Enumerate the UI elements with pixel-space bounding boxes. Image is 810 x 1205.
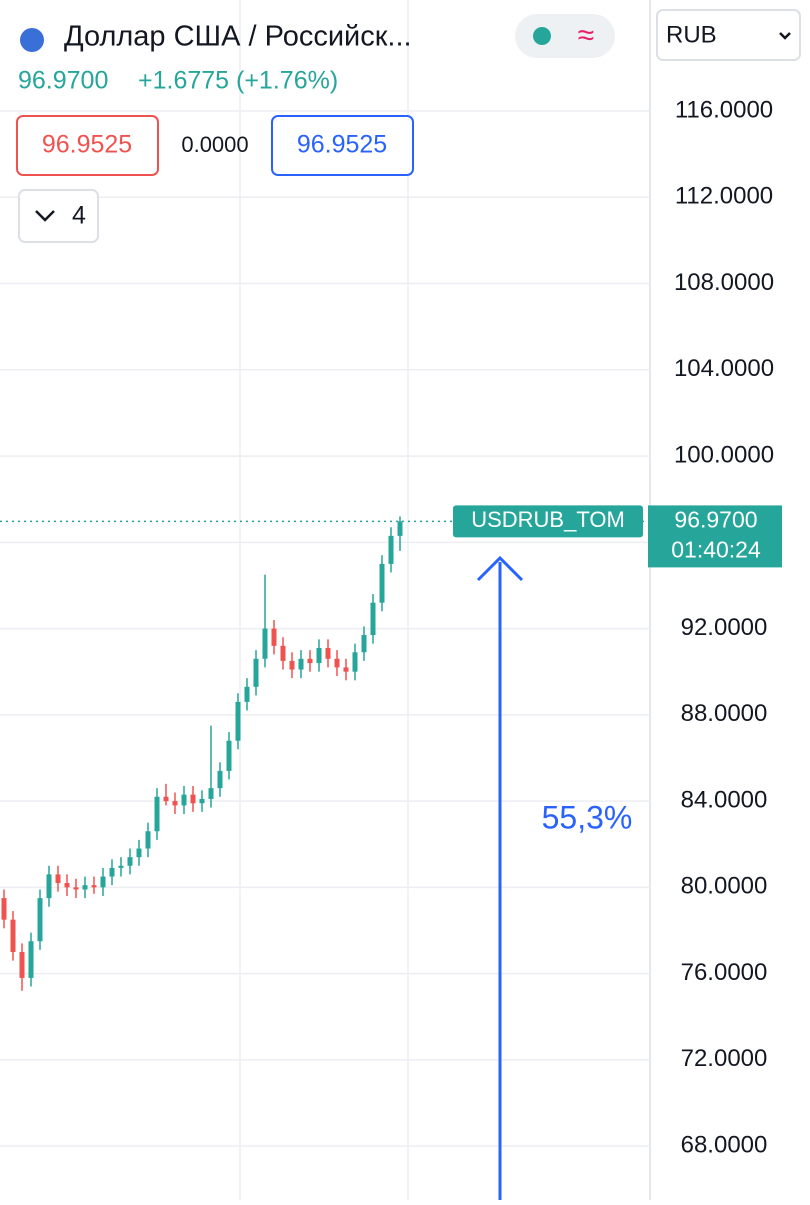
buy-price: 96.9525 bbox=[297, 131, 387, 159]
flag-icon bbox=[20, 28, 44, 52]
candle-body bbox=[379, 563, 385, 603]
candle-body bbox=[10, 919, 16, 953]
indicator-count: 4 bbox=[72, 202, 86, 230]
candle-body bbox=[73, 887, 79, 890]
y-tick-label: 92.0000 bbox=[681, 614, 768, 641]
candle-body bbox=[28, 941, 34, 978]
annotation: 55,3% bbox=[542, 799, 633, 835]
candle-body bbox=[208, 788, 214, 799]
chevron bbox=[779, 32, 791, 40]
candle-body bbox=[46, 874, 52, 899]
status-dot bbox=[533, 27, 551, 45]
candle-body bbox=[181, 794, 187, 806]
candle-body bbox=[388, 535, 394, 564]
candle-body bbox=[127, 857, 133, 866]
candle-body bbox=[271, 628, 277, 646]
y-tick-label: 76.0000 bbox=[681, 959, 768, 986]
y-tick-label: 108.0000 bbox=[674, 269, 774, 296]
candle-body bbox=[109, 867, 115, 877]
candle-body bbox=[19, 952, 25, 978]
y-tick-label: 100.0000 bbox=[674, 441, 774, 468]
change: +1.6775 (+1.76%) bbox=[138, 67, 338, 95]
candle-body bbox=[289, 660, 295, 670]
y-tick-label: 116.0000 bbox=[675, 96, 773, 123]
countdown: 01:40:24 bbox=[671, 536, 761, 562]
candle-body bbox=[199, 798, 205, 804]
title: Доллар США / Российск... bbox=[64, 21, 412, 53]
y-tick-label: 88.0000 bbox=[681, 700, 768, 727]
candle-body bbox=[37, 898, 43, 942]
y-tick-label: 72.0000 bbox=[681, 1045, 768, 1072]
indicators-toggle[interactable] bbox=[18, 189, 99, 243]
candle-body bbox=[244, 686, 250, 702]
status-icon: ≈ bbox=[578, 19, 594, 52]
candle-body bbox=[325, 647, 331, 659]
candle-body bbox=[82, 885, 88, 890]
candle-body bbox=[334, 658, 340, 668]
sell-price: 96.9525 bbox=[42, 131, 132, 159]
candle-body bbox=[253, 658, 259, 687]
candle-body bbox=[226, 740, 232, 771]
arrow-head bbox=[476, 555, 524, 582]
candle-body bbox=[352, 652, 358, 672]
candle-body bbox=[136, 848, 142, 858]
candle-body bbox=[343, 667, 349, 672]
status-pill[interactable] bbox=[515, 14, 615, 58]
candle-body bbox=[64, 883, 70, 888]
candle-body bbox=[298, 658, 304, 670]
chevron bbox=[35, 210, 55, 222]
buy-button[interactable] bbox=[271, 115, 414, 176]
candle-body bbox=[397, 521, 403, 536]
y-tick-label: 104.0000 bbox=[674, 355, 774, 382]
symbol-badge bbox=[453, 505, 643, 538]
candle-body bbox=[361, 635, 367, 653]
candle-body bbox=[145, 831, 151, 849]
candle-body bbox=[172, 801, 178, 806]
candle-body bbox=[235, 701, 241, 741]
candle-body bbox=[1, 898, 7, 920]
candle-body bbox=[118, 865, 124, 868]
candle-body bbox=[190, 794, 196, 804]
y-tick-label: 80.0000 bbox=[681, 873, 768, 900]
candle-body bbox=[154, 796, 160, 832]
candle-body bbox=[370, 602, 376, 636]
candle-body bbox=[163, 796, 169, 802]
currency-select[interactable] bbox=[656, 9, 801, 61]
sell-button[interactable] bbox=[16, 115, 159, 176]
candle-body bbox=[280, 645, 286, 661]
candle-body bbox=[217, 770, 223, 789]
y-tick-label: 112.0000 bbox=[675, 183, 773, 210]
candle-body bbox=[262, 628, 268, 659]
candle-body bbox=[91, 885, 97, 888]
candle-body bbox=[55, 874, 61, 884]
y-tick-label: 68.0000 bbox=[681, 1131, 768, 1158]
y-tick-label: 84.0000 bbox=[681, 786, 768, 813]
candle-body bbox=[100, 876, 106, 888]
symbol-label: USDRUB_TOM bbox=[471, 507, 625, 532]
candle-body bbox=[316, 647, 322, 664]
spread: 0.0000 bbox=[181, 132, 248, 157]
candle-body bbox=[307, 658, 313, 664]
price-label: 96.9700 bbox=[674, 506, 757, 532]
price: 96.9700 bbox=[18, 67, 108, 95]
price-badge bbox=[648, 505, 782, 568]
currency: RUB bbox=[666, 21, 717, 48]
